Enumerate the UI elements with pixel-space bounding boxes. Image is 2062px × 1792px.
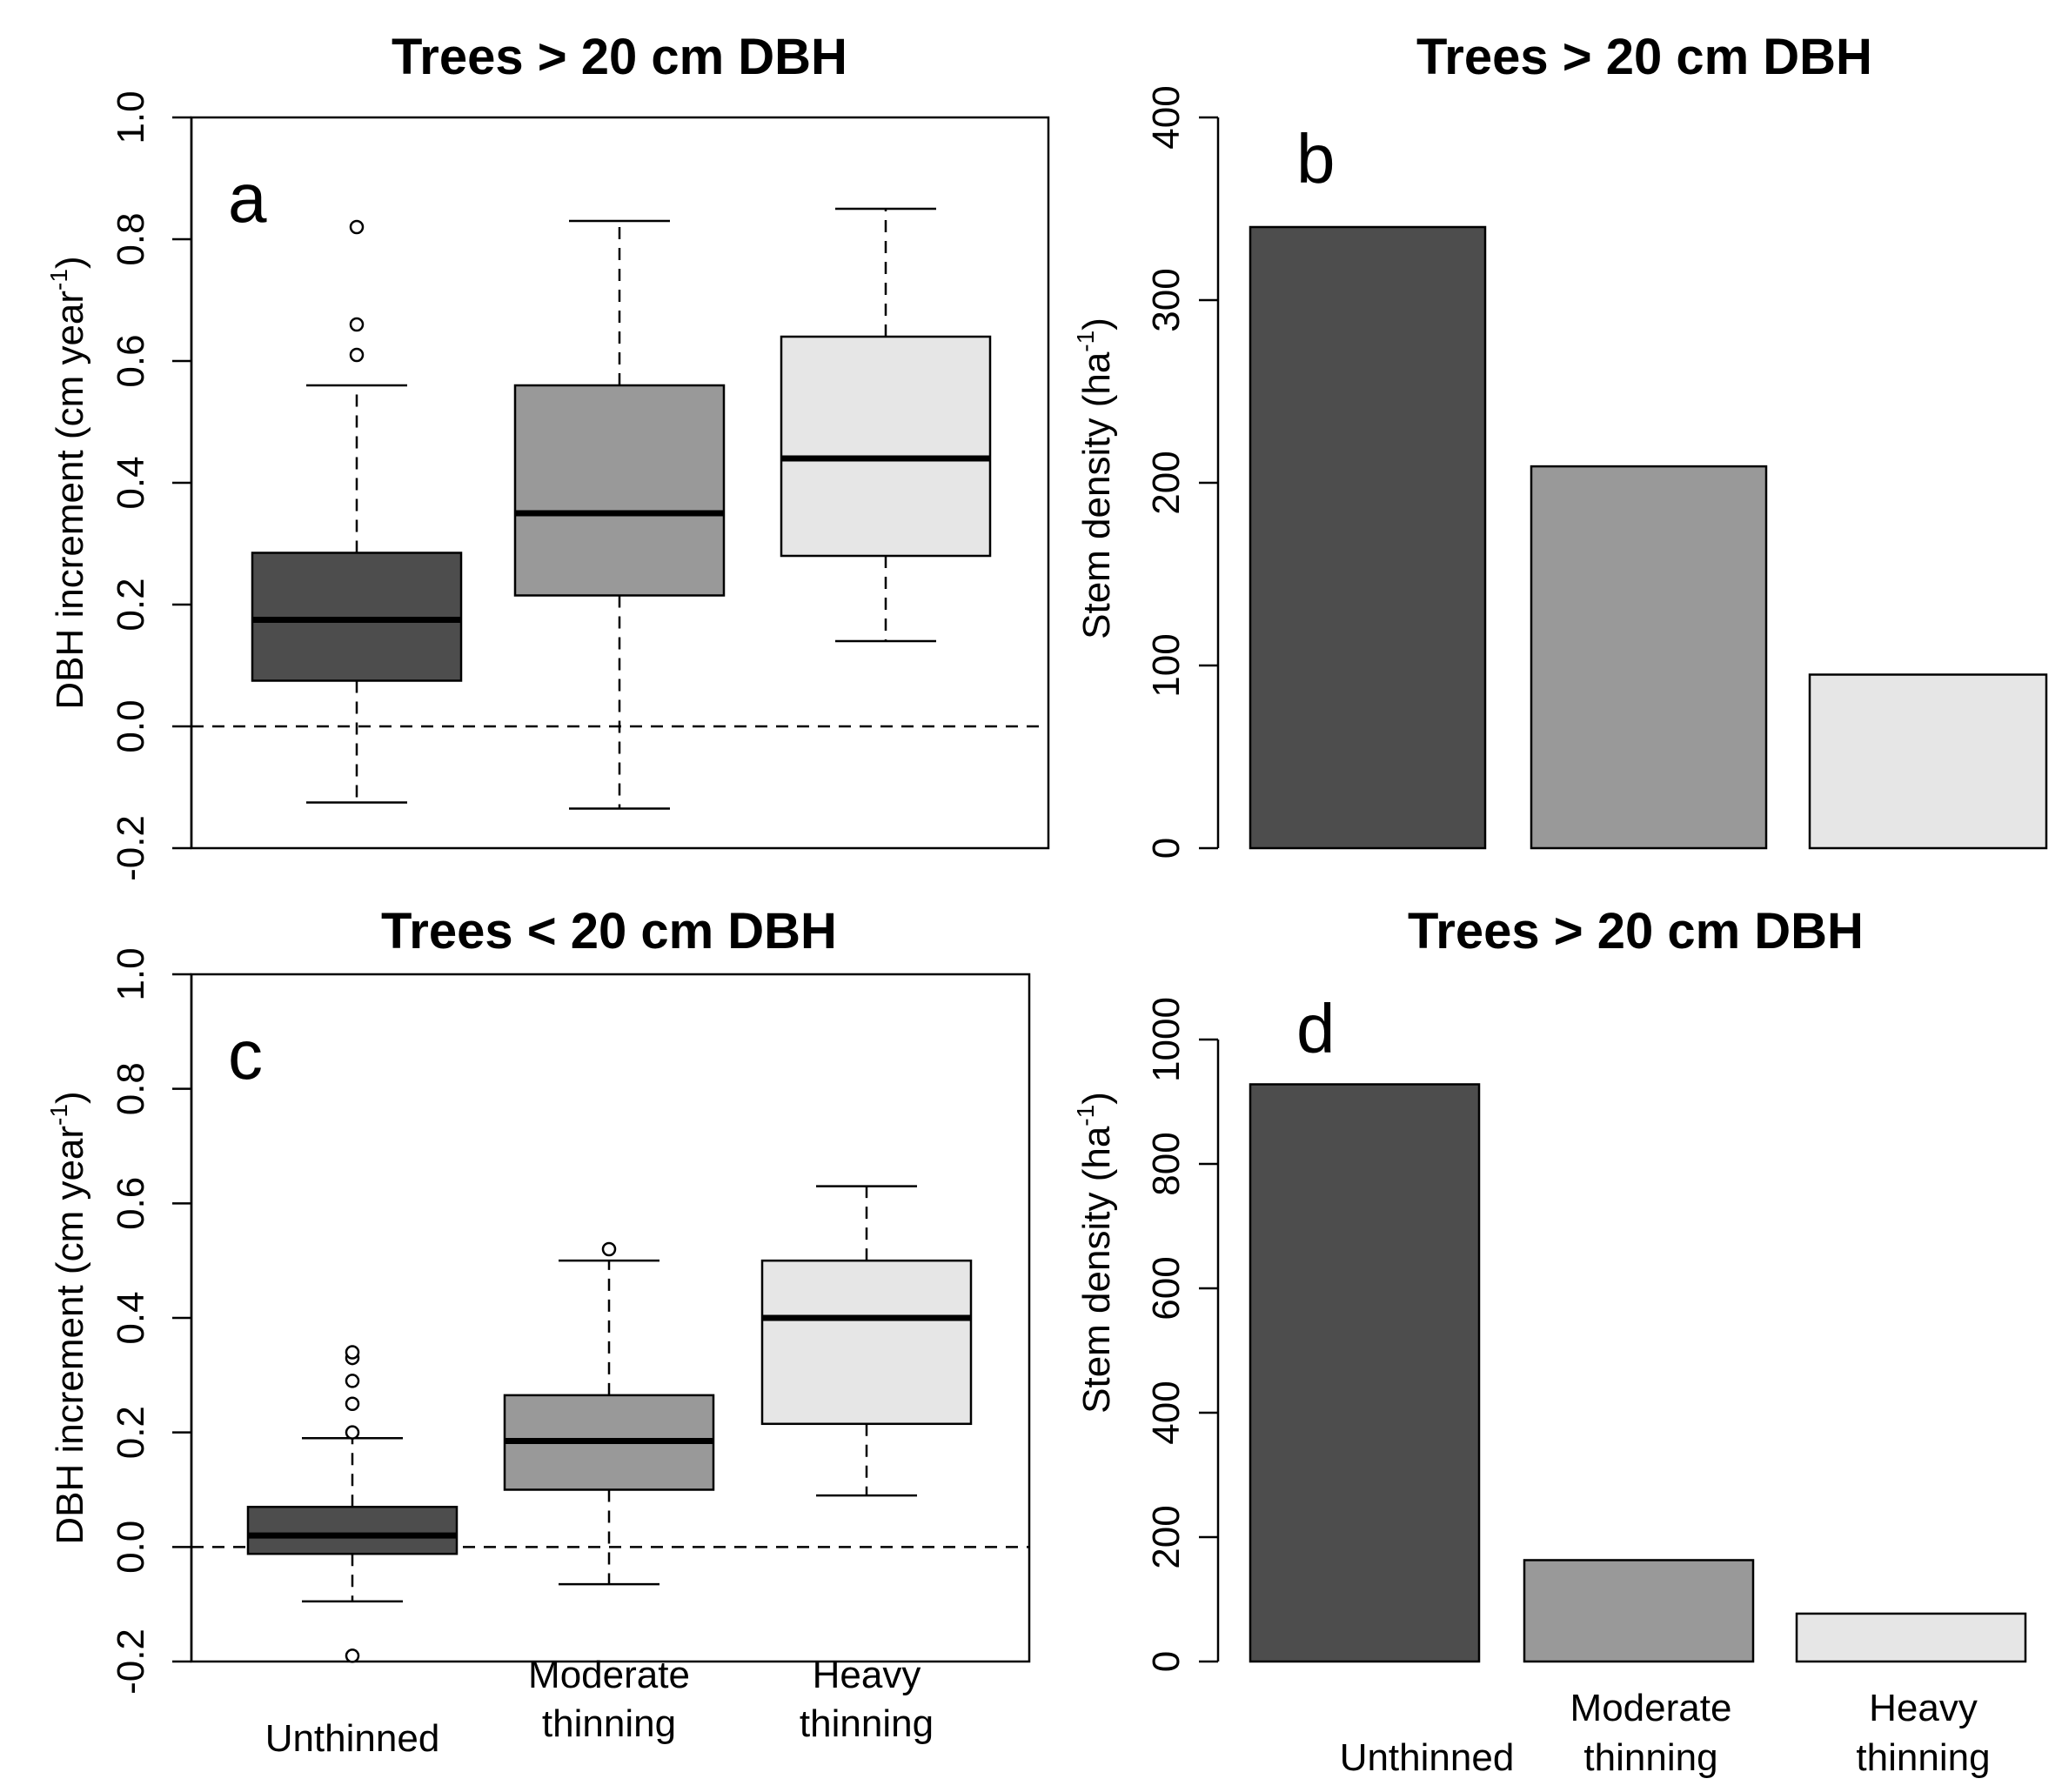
x-category-label: Heavy [1869, 1687, 1978, 1729]
box-1 [251, 219, 463, 804]
y-tick-label: -0.2 [110, 1628, 152, 1695]
y-tick-label: 300 [1145, 268, 1188, 331]
x-category-label: thinning [1856, 1736, 1990, 1779]
box-3 [780, 207, 992, 643]
panel-letter: d [1296, 990, 1336, 1067]
x-category-label: thinning [800, 1702, 934, 1745]
box-iqr [513, 384, 726, 597]
x-category-label: thinning [542, 1702, 676, 1745]
y-axis-label-main: DBH increment (cm year [49, 1126, 91, 1545]
bar-3 [1808, 673, 2048, 850]
y-tick-label: 0.0 [110, 699, 152, 752]
plot-frame [190, 116, 1050, 850]
x-category-label: thinning [1583, 1736, 1717, 1779]
y-axis-label-main: Stem density (ha [1075, 351, 1118, 639]
y-tick-label: 0.8 [110, 212, 152, 265]
panel-letter: a [228, 159, 267, 237]
outlier-point [349, 347, 365, 363]
panel-a: Trees > 20 cm DBH a DBH increment (cm year… [45, 29, 1050, 881]
box-iqr [780, 335, 992, 558]
outlier-point [345, 1425, 360, 1440]
box-1 [246, 1345, 459, 1663]
bar-1 [1249, 1083, 1481, 1663]
y-axis-label-main: DBH increment (cm year [49, 291, 91, 710]
y-tick-label: 0.4 [110, 1291, 152, 1344]
y-axis-label: Stem density (ha-1) [1072, 1092, 1118, 1414]
y-tick-label: 0.2 [110, 578, 152, 631]
y-axis-label: Stem density (ha-1) [1072, 318, 1118, 639]
outlier-point [601, 1241, 617, 1257]
y-tick-label: 600 [1145, 1256, 1188, 1320]
x-category-label: Unthinned [1340, 1736, 1515, 1779]
y-axis-label: DBH increment (cm year-1) [45, 256, 91, 709]
outlier-point [349, 317, 365, 332]
y-tick-label: 0.4 [110, 456, 152, 509]
y-tick-label: 0.2 [110, 1406, 152, 1459]
plot-title: Trees > 20 cm DBH [1408, 903, 1864, 960]
plot-title: Trees < 20 cm DBH [381, 903, 837, 960]
y-tick-label: 200 [1145, 451, 1188, 514]
y-axis-label-close: ) [49, 256, 91, 269]
plot-title: Trees > 20 cm DBH [392, 29, 847, 85]
y-tick-label: 800 [1145, 1132, 1188, 1195]
y-tick-label: 200 [1145, 1505, 1188, 1568]
box-2 [513, 219, 726, 810]
panel-d: Trees > 20 cm DBH d Stem density (ha-1) 0 20… [1072, 903, 2027, 1779]
panel-letter: c [228, 1016, 263, 1093]
panel-letter: b [1296, 120, 1336, 197]
y-tick-label: 0.6 [110, 334, 152, 387]
y-tick-label: 0.6 [110, 1177, 152, 1230]
y-tick-label: -0.2 [110, 815, 152, 881]
y-axis-label-main: Stem density (ha [1075, 1126, 1118, 1414]
bar-1 [1249, 225, 1487, 850]
plot-title: Trees > 20 cm DBH [1416, 29, 1872, 85]
x-category-label: Unthinned [265, 1717, 440, 1760]
y-axis-label-superscript: -1 [1072, 1105, 1099, 1127]
y-tick-label: 100 [1145, 633, 1188, 697]
box-2 [503, 1241, 715, 1586]
outlier-point [345, 1374, 360, 1388]
y-tick-label: 1.0 [110, 947, 152, 1000]
y-axis-label: DBH increment (cm year-1) [45, 1091, 91, 1544]
y-axis-label-close: ) [1075, 318, 1118, 331]
box-iqr [246, 1506, 459, 1555]
y-tick-label: 0.8 [110, 1062, 152, 1115]
y-tick-label: 0 [1145, 838, 1188, 859]
x-category-label: Heavy [813, 1654, 921, 1696]
outlier-point [349, 219, 365, 235]
y-tick-label: 400 [1145, 1381, 1188, 1444]
y-tick-label: 400 [1145, 85, 1188, 149]
y-axis-label-close: ) [1075, 1092, 1118, 1105]
y-tick-label: 0.0 [110, 1521, 152, 1574]
outlier-point [345, 1648, 360, 1663]
box-3 [760, 1185, 973, 1497]
y-tick-label: 1.0 [110, 90, 152, 144]
y-axis-label-superscript: -1 [45, 1104, 72, 1126]
box-iqr [760, 1259, 973, 1426]
x-category-label: Moderate [528, 1654, 690, 1696]
plot-frame [190, 973, 1031, 1663]
y-tick-label: 0 [1145, 1651, 1188, 1672]
panel-c: Trees < 20 cm DBH c DBH increment (cm year… [45, 903, 1031, 1760]
bar-2 [1530, 465, 1768, 850]
outlier-point [345, 1345, 360, 1360]
y-axis-label-superscript: -1 [45, 269, 72, 291]
bar-3 [1795, 1612, 2027, 1663]
y-axis-label-close: ) [49, 1091, 91, 1104]
y-tick-label: 1000 [1145, 997, 1188, 1082]
outlier-point [345, 1396, 360, 1411]
bar-2 [1523, 1559, 1755, 1663]
y-axis-label-superscript: -1 [1072, 331, 1099, 352]
x-category-label: Moderate [1570, 1687, 1732, 1729]
panel-b: Trees > 20 cm DBH b Stem density (ha-1) 0 10… [1072, 29, 2048, 859]
